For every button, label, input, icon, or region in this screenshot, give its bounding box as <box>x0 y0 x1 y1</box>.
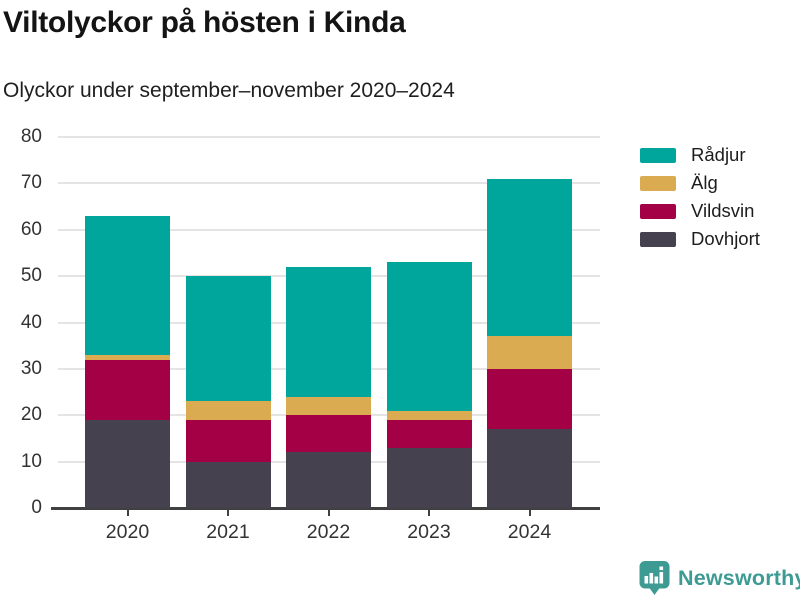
x-axis-tick <box>428 510 430 516</box>
bar-segment-vildsvin <box>386 419 472 448</box>
bar-segment-vildsvin <box>85 359 170 420</box>
y-axis-label: 50 <box>20 265 42 287</box>
y-axis-label: 20 <box>20 404 42 426</box>
legend-swatch <box>640 175 676 191</box>
y-axis-label: 70 <box>20 172 42 194</box>
y-axis-label: 40 <box>20 311 42 333</box>
legend-label: Vildsvin <box>691 200 755 221</box>
gridline <box>58 136 600 138</box>
y-axis-label: 0 <box>31 497 42 518</box>
bar-segment-älg <box>386 410 472 420</box>
bar-segment-dovhjort <box>386 447 472 508</box>
legend-swatch <box>640 203 676 219</box>
bar-segment-dovhjort <box>185 461 271 508</box>
x-axis-label: 2023 <box>407 521 451 543</box>
legend-swatch <box>640 147 676 163</box>
bar-segment-älg <box>185 401 271 420</box>
legend-swatch <box>640 231 676 247</box>
x-axis-tick <box>327 510 330 516</box>
legend-item-dovhjort: Dovhjort <box>640 228 760 249</box>
legend-item-rådjur: Rådjur <box>640 144 760 165</box>
legend-label: Rådjur <box>691 144 746 165</box>
chart-subtitle: Olyckor under september–november 2020–20… <box>3 79 455 102</box>
newsworthy-wordmark: Newsworthy <box>678 565 800 590</box>
bar-segment-dovhjort <box>286 452 371 508</box>
newsworthy-logo: Newsworthy <box>639 560 800 596</box>
x-axis-label: 2022 <box>306 521 351 543</box>
bar-2024 <box>487 178 572 508</box>
gridline <box>58 182 600 185</box>
legend: Rådjur Älg Vildsvin Dovhjort <box>640 144 760 259</box>
x-axis-tick <box>126 510 129 516</box>
y-axis-label: 60 <box>20 218 42 240</box>
bar-2020 <box>85 215 170 508</box>
x-axis-label: 2020 <box>105 521 150 543</box>
x-axis-line <box>51 507 600 510</box>
bar-segment-älg <box>85 354 170 360</box>
gridline <box>58 228 600 231</box>
bar-segment-rådjur <box>286 266 371 397</box>
bar-segment-rådjur <box>185 276 271 402</box>
bar-segment-vildsvin <box>286 415 371 453</box>
y-axis-label: 30 <box>20 357 42 379</box>
bar-segment-rådjur <box>386 262 472 411</box>
x-axis-label: 2021 <box>206 521 250 543</box>
x-axis-label: 2024 <box>507 521 552 543</box>
y-axis-label: 80 <box>20 126 42 147</box>
legend-item-älg: Älg <box>640 172 760 193</box>
bar-2022 <box>286 266 371 508</box>
x-axis-tick <box>227 510 229 516</box>
bar-2023 <box>386 262 472 508</box>
bar-segment-rådjur <box>487 178 572 337</box>
legend-label: Dovhjort <box>691 228 760 249</box>
legend-label: Älg <box>691 172 718 193</box>
bar-segment-vildsvin <box>185 419 271 462</box>
chart-title: Viltolyckor på hösten i Kinda <box>3 6 406 39</box>
bar-segment-dovhjort <box>487 429 572 508</box>
bar-segment-älg <box>487 336 572 369</box>
bar-segment-älg <box>286 396 371 416</box>
bar-segment-dovhjort <box>85 419 170 508</box>
bar-2021 <box>185 276 271 508</box>
y-axis-label: 10 <box>20 450 42 472</box>
legend-item-vildsvin: Vildsvin <box>640 200 760 221</box>
bar-segment-rådjur <box>85 215 170 355</box>
bar-segment-vildsvin <box>487 368 572 430</box>
newsworthy-icon <box>639 561 670 595</box>
plot-area: 2020 2021 2022 2023 2024 <box>51 136 600 543</box>
x-axis-tick <box>528 510 531 516</box>
